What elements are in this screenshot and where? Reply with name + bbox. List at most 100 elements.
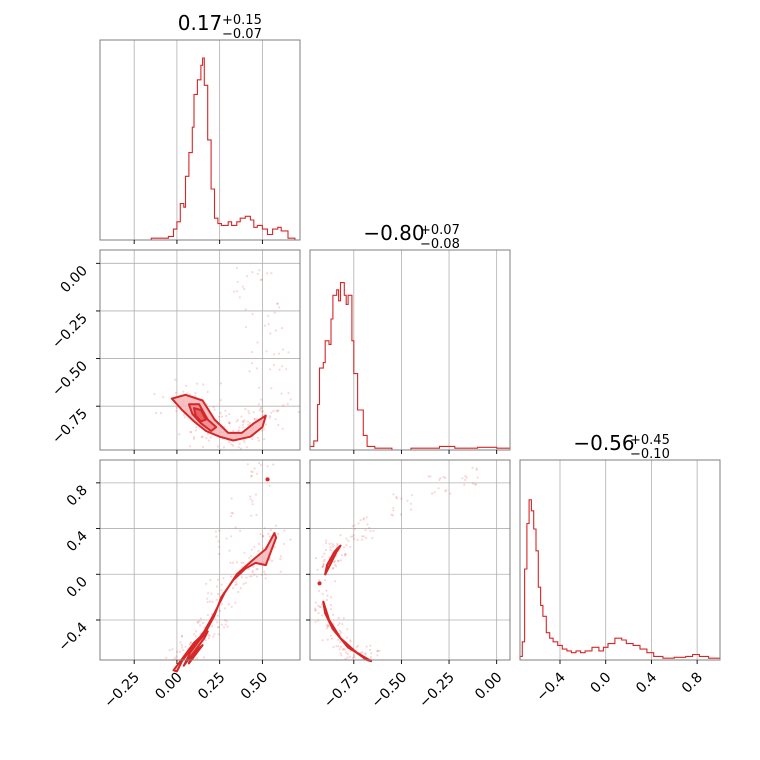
scatter-point-p2-p0	[248, 556, 251, 560]
scatter-point-p2-p1	[475, 467, 478, 470]
scatter-point-p2-p1	[321, 555, 324, 558]
scatter-point-p2-p1	[353, 538, 356, 541]
scatter-point-p1-p0	[248, 412, 251, 415]
contour-layer	[170, 393, 373, 673]
scatter-point-p1-p0	[241, 420, 244, 423]
scatter-point-p2-p1	[320, 603, 323, 606]
panel-frame-1-1	[309, 249, 511, 451]
scatter-point-p1-p0	[274, 329, 277, 332]
scatter-point-p2-p1	[349, 639, 352, 642]
scatter-point-p2-p1	[324, 539, 328, 542]
scatter-point-p2-p0	[272, 463, 275, 466]
scatter-point-p2-p1	[338, 629, 342, 632]
scatter-point-p1-p0	[228, 421, 231, 425]
scatter-point-p1-p0	[260, 278, 263, 281]
scatter-point-p2-p1	[439, 477, 442, 480]
scatter-point-p2-p1	[333, 563, 337, 566]
scatter-point-p2-p0	[250, 475, 253, 478]
scatter-point-p2-p0	[215, 535, 218, 538]
scatter-point-p2-p0	[232, 587, 235, 590]
scatter-point-p2-p0	[218, 552, 221, 556]
scatter-point-p2-p0	[266, 465, 269, 468]
scatter-point-p2-p1	[400, 513, 403, 516]
x-tick-label-param-3: −0.4	[533, 669, 568, 704]
scatter-point-p1-p0	[188, 445, 192, 448]
scatter-point-p1-p0	[174, 378, 177, 381]
scatter-point-p1-p0	[255, 367, 259, 370]
scatter-point-p2-p1	[368, 648, 372, 652]
scatter-point-p2-p0	[255, 513, 258, 517]
scatter-point-p2-p0	[202, 622, 205, 625]
scatter-point-p2-p0	[180, 643, 183, 647]
y-tick-label-param-2: 0.00	[57, 263, 90, 296]
scatter-point-p2-p0	[240, 576, 243, 579]
scatter-point-p1-p0	[155, 411, 158, 415]
scatter-point-p2-p0	[217, 545, 221, 549]
scatter-point-p2-p0	[257, 461, 261, 465]
scatter-point-p2-p1	[343, 553, 346, 556]
panel-frame-2-0	[99, 459, 301, 661]
scatter-point-p2-p0	[188, 643, 191, 646]
scatter-point-p1-p0	[243, 419, 246, 422]
scatter-point-p1-p0	[235, 266, 239, 270]
scatter-point-p2-p1	[326, 638, 329, 641]
scatter-point-p1-p0	[270, 411, 273, 414]
scatter-point-p1-p0	[153, 393, 156, 396]
scatter-point-p1-p0	[281, 348, 284, 351]
scatter-point-p2-p0	[216, 585, 219, 588]
scatter-point-p2-p0	[217, 626, 220, 629]
scatter-point-p1-p0	[269, 332, 272, 335]
scatter-point-p1-p0	[216, 445, 220, 448]
scatter-point-p2-p0	[206, 613, 209, 617]
scatter-point-p1-p0	[250, 350, 253, 354]
scatter-point-p2-p1	[342, 617, 345, 620]
scatter-point-p1-p0	[225, 414, 228, 417]
scatter-point-p2-p1	[400, 497, 403, 500]
scatter-point-p1-p0	[272, 353, 276, 356]
scatter-point-p2-p0	[245, 576, 248, 579]
scatter-point-p2-p0	[231, 512, 234, 515]
scatter-point-p2-p0	[205, 582, 208, 585]
scatter-point-p2-p1	[336, 544, 339, 547]
scatter-point-p2-p1	[406, 499, 409, 502]
y-tick-label-param-2: −0.25	[49, 310, 91, 352]
scatter-point-p2-p1	[333, 560, 337, 563]
scatter-point-p2-p1	[372, 529, 375, 532]
scatter-point-p2-p1	[390, 513, 393, 516]
scatter-point-p2-p0	[210, 592, 213, 595]
scatter-point-p2-p0	[230, 575, 233, 578]
scatter-point-p2-p0	[251, 503, 254, 506]
scatter-point-p2-p0	[237, 590, 240, 594]
scatter-point-p1-p0	[268, 416, 271, 419]
scatter-point-p2-p1	[433, 491, 436, 494]
scatter-point-p2-p1	[335, 565, 338, 568]
scatter-point-p2-p0	[239, 587, 242, 590]
scatter-point-p1-p0	[253, 417, 256, 421]
scatter-point-p2-p1	[329, 546, 332, 549]
scatter-point-p2-p0	[231, 561, 234, 564]
scatter-point-p1-p0	[243, 288, 246, 291]
scatter-point-p2-p1	[346, 656, 349, 659]
scatter-point-p1-p0	[267, 314, 270, 317]
scatter-point-p2-p0	[210, 625, 214, 628]
scatter-point-p2-p1	[369, 656, 372, 659]
scatter-point-p1-p0	[277, 423, 280, 427]
scatter-point-p1-p0	[272, 410, 275, 413]
scatter-point-p2-p1	[445, 489, 448, 492]
scatter-point-p2-p0	[199, 617, 202, 620]
scatter-point-p2-p1	[357, 522, 360, 525]
scatter-point-p1-p0	[241, 285, 244, 288]
scatter-point-p1-p0	[241, 423, 245, 426]
x-tick-label-param-3: 0.4	[633, 669, 660, 696]
scatter-point-p2-p0	[175, 655, 178, 658]
scatter-point-p2-p1	[325, 623, 328, 626]
scatter-point-p2-p1	[321, 566, 324, 569]
scatter-point-p2-p1	[348, 655, 351, 658]
scatter-point-p2-p0	[283, 529, 286, 532]
scatter-layer	[153, 266, 479, 662]
scatter-point-p2-p1	[368, 526, 371, 529]
scatter-point-p2-p1	[345, 651, 348, 654]
scatter-point-p2-p1	[333, 561, 336, 564]
scatter-point-p2-p0	[268, 535, 271, 538]
scatter-point-p2-p1	[471, 482, 474, 485]
